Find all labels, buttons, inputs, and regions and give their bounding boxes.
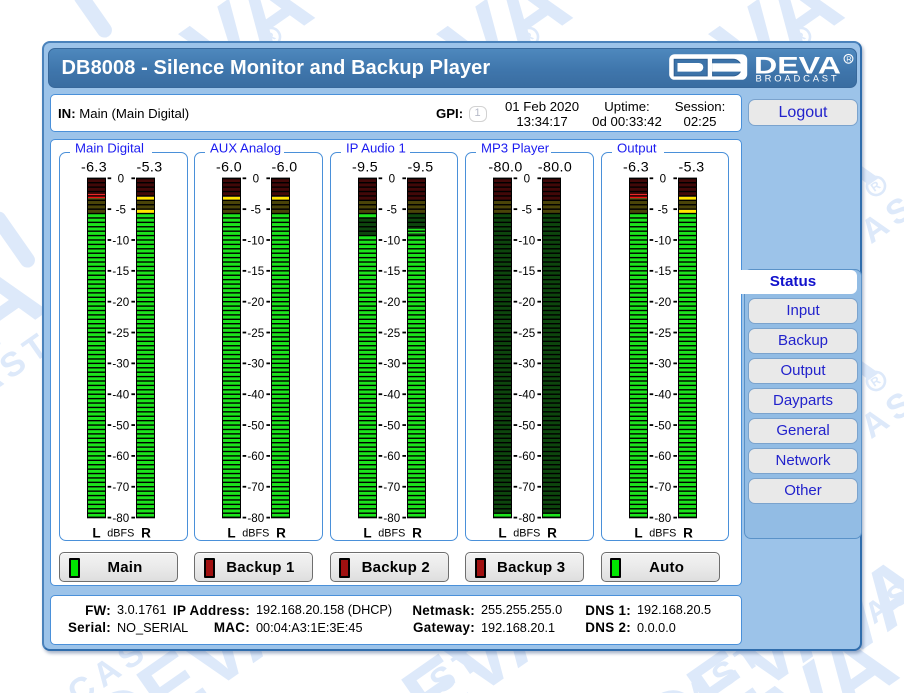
svg-text:R: R [683, 525, 693, 540]
svg-text:-10: -10 [519, 234, 536, 247]
svg-text:-20: -20 [654, 296, 671, 309]
svg-text:-5.3: -5.3 [678, 159, 704, 175]
svg-text:-6.3: -6.3 [623, 159, 649, 175]
svg-text:-5: -5 [251, 203, 261, 216]
svg-text:-60: -60 [654, 450, 671, 463]
svg-text:-5: -5 [116, 203, 126, 216]
svg-text:-25: -25 [383, 327, 400, 340]
svg-text:R: R [277, 525, 287, 540]
svg-text:R: R [141, 525, 151, 540]
svg-text:-70: -70 [519, 481, 536, 494]
svg-text:AUX Analog: AUX Analog [210, 140, 281, 155]
svg-text:-50: -50 [519, 419, 536, 432]
svg-text:MP3 Player: MP3 Player [481, 140, 550, 155]
svg-text:-60: -60 [519, 450, 536, 463]
svg-text:-25: -25 [654, 327, 671, 340]
svg-text:-40: -40 [112, 389, 129, 402]
svg-text:-10: -10 [112, 234, 129, 247]
svg-text:-15: -15 [112, 265, 129, 278]
svg-text:dBFS: dBFS [513, 528, 540, 540]
svg-text:-70: -70 [654, 481, 671, 494]
svg-text:-40: -40 [383, 389, 400, 402]
svg-text:-25: -25 [112, 327, 129, 340]
svg-text:-80.0: -80.0 [489, 159, 523, 175]
svg-text:L: L [363, 525, 371, 540]
svg-text:-80: -80 [248, 512, 265, 525]
svg-text:-10: -10 [383, 234, 400, 247]
svg-text:-80: -80 [112, 512, 129, 525]
svg-text:-70: -70 [112, 481, 129, 494]
svg-text:-40: -40 [519, 389, 536, 402]
svg-text:-15: -15 [383, 265, 400, 278]
svg-text:-9.5: -9.5 [352, 159, 378, 175]
svg-text:R: R [547, 525, 557, 540]
svg-text:dBFS: dBFS [107, 528, 134, 540]
svg-text:-6.0: -6.0 [216, 159, 242, 175]
svg-text:dBFS: dBFS [243, 528, 270, 540]
svg-text:-50: -50 [654, 419, 671, 432]
svg-text:-50: -50 [112, 419, 129, 432]
svg-text:L: L [228, 525, 236, 540]
svg-text:0: 0 [118, 173, 124, 186]
svg-text:-5.3: -5.3 [136, 159, 162, 175]
svg-text:-20: -20 [112, 296, 129, 309]
svg-text:-15: -15 [519, 265, 536, 278]
svg-text:dBFS: dBFS [378, 528, 405, 540]
svg-text:-20: -20 [383, 296, 400, 309]
svg-text:0: 0 [524, 173, 530, 186]
svg-text:-5: -5 [657, 203, 667, 216]
svg-text:-40: -40 [248, 389, 265, 402]
svg-text:dBFS: dBFS [649, 528, 676, 540]
svg-text:-5: -5 [522, 203, 532, 216]
svg-text:-60: -60 [112, 450, 129, 463]
svg-text:-25: -25 [519, 327, 536, 340]
svg-text:-30: -30 [112, 358, 129, 371]
svg-text:-50: -50 [248, 419, 265, 432]
svg-text:DEVA: DEVA [754, 53, 841, 80]
svg-text:BROADCAST: BROADCAST [756, 73, 840, 84]
svg-text:0: 0 [659, 173, 665, 186]
svg-text:-6.3: -6.3 [81, 159, 107, 175]
svg-text:-50: -50 [383, 419, 400, 432]
svg-text:-15: -15 [654, 265, 671, 278]
svg-text:-30: -30 [248, 358, 265, 371]
svg-text:0: 0 [388, 173, 394, 186]
svg-text:R: R [412, 525, 422, 540]
svg-text:-10: -10 [654, 234, 671, 247]
svg-text:-60: -60 [248, 450, 265, 463]
svg-text:-60: -60 [383, 450, 400, 463]
svg-text:-10: -10 [248, 234, 265, 247]
svg-text:Output: Output [617, 140, 657, 155]
svg-text:-80.0: -80.0 [538, 159, 572, 175]
svg-text:-9.5: -9.5 [407, 159, 433, 175]
svg-text:-20: -20 [248, 296, 265, 309]
svg-text:-15: -15 [248, 265, 265, 278]
svg-text:L: L [634, 525, 642, 540]
svg-text:-6.0: -6.0 [272, 159, 298, 175]
svg-text:IP Audio 1: IP Audio 1 [346, 140, 406, 155]
svg-text:-30: -30 [519, 358, 536, 371]
svg-text:-30: -30 [383, 358, 400, 371]
svg-text:-80: -80 [383, 512, 400, 525]
svg-text:-70: -70 [248, 481, 265, 494]
svg-text:-20: -20 [519, 296, 536, 309]
svg-text:L: L [499, 525, 507, 540]
svg-text:-80: -80 [519, 512, 536, 525]
svg-text:R: R [846, 55, 852, 64]
svg-text:-40: -40 [654, 389, 671, 402]
svg-text:-30: -30 [654, 358, 671, 371]
svg-text:0: 0 [253, 173, 259, 186]
svg-text:-70: -70 [383, 481, 400, 494]
svg-text:-5: -5 [386, 203, 396, 216]
svg-text:Main Digital: Main Digital [75, 140, 144, 155]
svg-text:-80: -80 [654, 512, 671, 525]
svg-text:-25: -25 [248, 327, 265, 340]
svg-text:L: L [92, 525, 100, 540]
